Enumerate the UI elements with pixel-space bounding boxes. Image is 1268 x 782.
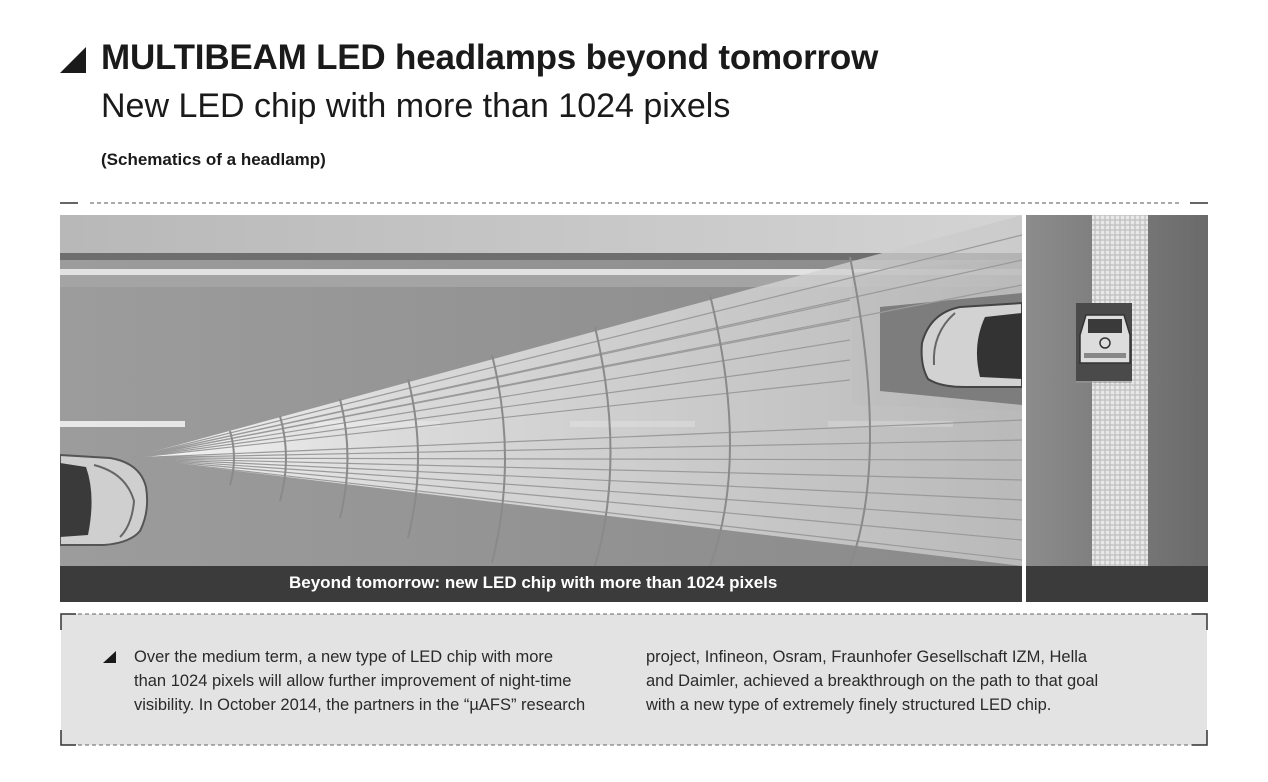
info-line: Over the medium term, a new type of LED … bbox=[134, 648, 554, 666]
bullet-triangle-icon bbox=[103, 651, 116, 663]
info-column-1: Over the medium term, a new type of LED … bbox=[134, 645, 585, 717]
info-line: and Daimler, achieved a breakthrough on … bbox=[646, 672, 1099, 690]
info-line: project, Infineon, Osram, Fraunhofer Ges… bbox=[646, 648, 1088, 666]
info-line: with a new type of extremely finely stru… bbox=[646, 696, 1052, 714]
car-front-icon bbox=[1076, 303, 1132, 381]
led-pixel-view bbox=[1026, 215, 1208, 566]
page-title: MULTIBEAM LED headlamps beyond tomorrow bbox=[101, 38, 879, 77]
lane-marking bbox=[60, 421, 185, 427]
led-pixel-grid bbox=[1092, 215, 1148, 566]
caption-bar-right bbox=[1026, 566, 1208, 602]
schematic-note: (Schematics of a headlamp) bbox=[101, 150, 326, 169]
info-column-2: project, Infineon, Osram, Fraunhofer Ges… bbox=[646, 645, 1098, 717]
top-dashed-rule bbox=[60, 202, 1208, 204]
info-line: visibility. In October 2014, the partner… bbox=[134, 696, 586, 714]
headlamp-schematic bbox=[60, 215, 1208, 602]
diagram-caption: Beyond tomorrow: new LED chip with more … bbox=[289, 573, 778, 592]
caption-bar bbox=[60, 566, 1022, 602]
info-box bbox=[61, 614, 1207, 745]
page-subtitle: New LED chip with more than 1024 pixels bbox=[101, 87, 731, 125]
oncoming-car bbox=[920, 301, 1023, 388]
title-triangle-icon bbox=[60, 47, 86, 73]
info-line: than 1024 pixels will allow further impr… bbox=[134, 672, 572, 690]
own-car bbox=[60, 453, 149, 546]
